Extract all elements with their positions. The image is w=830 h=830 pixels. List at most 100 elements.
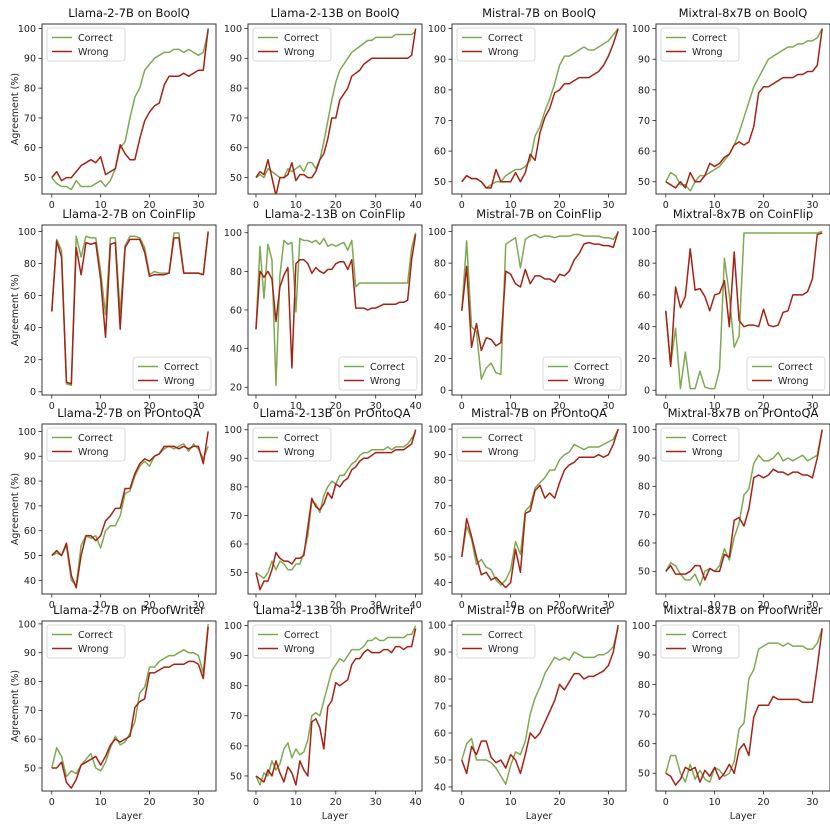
axes-frame bbox=[451, 423, 627, 595]
x-tick-label: 20 bbox=[143, 200, 155, 211]
y-tick-label: 60 bbox=[434, 147, 446, 158]
legend-box bbox=[660, 27, 740, 62]
y-axis-label: Agreement (%) bbox=[10, 670, 21, 742]
legend-label-wrong: Wrong bbox=[78, 47, 109, 58]
legend: Correct Wrong bbox=[252, 27, 332, 62]
legend-label-correct: Correct bbox=[78, 433, 113, 444]
legend-box bbox=[252, 624, 332, 659]
axes-frame bbox=[655, 620, 830, 792]
subplot-title: Llama-2-13B on CoinFlip bbox=[265, 207, 406, 221]
legend-label-wrong: Wrong bbox=[370, 376, 401, 387]
x-tick-label: 40 bbox=[410, 600, 422, 611]
x-tick-label: 20 bbox=[553, 401, 565, 412]
legend-label-wrong: Wrong bbox=[488, 644, 519, 655]
y-tick-label: 50 bbox=[434, 552, 446, 563]
y-tick-label: 90 bbox=[434, 450, 446, 461]
series-line-wrong bbox=[461, 428, 619, 589]
subplot: Mistral-7B on PrOntoQA 0 10 20 30 40 50 60 70 80 9… bbox=[428, 406, 627, 611]
y-tick-label: 60 bbox=[230, 305, 242, 316]
y-tick-label: 40 bbox=[434, 322, 446, 333]
y-axis-label: Agreement (%) bbox=[10, 274, 21, 346]
x-tick-label: 30 bbox=[602, 797, 614, 808]
legend: Correct Wrong bbox=[660, 27, 740, 62]
subplot-title: Llama-2-13B on BoolQ bbox=[271, 6, 400, 20]
x-tick-label: 40 bbox=[410, 797, 422, 808]
y-tick-label: 90 bbox=[24, 54, 36, 65]
legend: Correct Wrong bbox=[46, 27, 126, 62]
y-tick-label: 50 bbox=[434, 755, 446, 766]
subplot: Mixtral-8x7B on CoinFlip 0 10 20 30 0 20 40 60 80… bbox=[632, 207, 830, 412]
y-tick-label: 0 bbox=[440, 386, 446, 397]
subplot: Llama-2-13B on CoinFlip 0 10 20 30 40 20 40 60 80… bbox=[224, 207, 423, 412]
legend: Correct Wrong bbox=[456, 27, 536, 62]
series-line-wrong bbox=[51, 231, 209, 385]
x-tick-label: 20 bbox=[143, 797, 155, 808]
y-tick-label: 60 bbox=[434, 290, 446, 301]
x-tick-label: 10 bbox=[709, 401, 721, 412]
series-line-correct bbox=[665, 429, 823, 587]
y-tick-label: 20 bbox=[24, 355, 36, 366]
subplot: Llama-2-7B on CoinFlip 0 10 20 30 0 20 40 60 80 10… bbox=[10, 207, 217, 412]
x-tick-label: 30 bbox=[192, 401, 204, 412]
y-tick-label: 90 bbox=[230, 651, 242, 662]
axes-frame bbox=[41, 23, 217, 195]
y-tick-label: 100 bbox=[428, 425, 446, 436]
legend-label-wrong: Wrong bbox=[78, 644, 109, 655]
y-axis-label: Agreement (%) bbox=[10, 73, 21, 145]
x-tick-label: 40 bbox=[410, 200, 422, 211]
series-line-wrong bbox=[51, 626, 209, 789]
legend: Correct Wrong bbox=[660, 427, 740, 462]
subplot-title: Mixtral-8x7B on ProofWriter bbox=[664, 603, 823, 617]
legend: Correct Wrong bbox=[660, 624, 740, 659]
y-tick-label: 80 bbox=[24, 84, 36, 95]
y-tick-label: 90 bbox=[24, 648, 36, 659]
y-tick-label: 90 bbox=[638, 453, 650, 464]
legend: Correct Wrong bbox=[542, 356, 622, 391]
y-tick-label: 80 bbox=[434, 476, 446, 487]
subplot-title: Llama-2-13B on ProofWriter bbox=[255, 603, 414, 617]
x-tick-label: 30 bbox=[192, 200, 204, 211]
y-tick-label: 70 bbox=[434, 116, 446, 127]
y-tick-label: 40 bbox=[638, 322, 650, 333]
subplot-title: Llama-2-7B on CoinFlip bbox=[62, 207, 195, 221]
subplot-title: Llama-2-7B on PrOntoQA bbox=[57, 406, 201, 420]
x-tick-label: 10 bbox=[505, 600, 517, 611]
y-tick-label: 40 bbox=[434, 578, 446, 589]
legend-label-correct: Correct bbox=[284, 433, 319, 444]
subplot: Llama-2-7B on BoolQ 0 10 20 30 50 60 70 80 90 100 C… bbox=[10, 6, 217, 211]
subplot: Mistral-7B on BoolQ 0 10 20 30 50 60 70 80 90 100 C… bbox=[428, 6, 627, 211]
legend-box bbox=[252, 427, 332, 462]
series-line-wrong bbox=[51, 28, 209, 182]
legend-label-wrong: Wrong bbox=[284, 447, 315, 458]
y-tick-label: 90 bbox=[230, 54, 242, 65]
axes-frame bbox=[41, 620, 217, 792]
legend-label-correct: Correct bbox=[488, 630, 523, 641]
x-tick-label: 10 bbox=[95, 401, 107, 412]
legend-box bbox=[660, 427, 740, 462]
y-tick-label: 50 bbox=[434, 177, 446, 188]
y-tick-label: 90 bbox=[230, 454, 242, 465]
y-tick-label: 100 bbox=[224, 425, 242, 436]
x-tick-label: 30 bbox=[370, 401, 382, 412]
y-tick-label: 70 bbox=[230, 711, 242, 722]
legend: Correct Wrong bbox=[456, 624, 536, 659]
legend: Correct Wrong bbox=[132, 356, 212, 391]
series-line-correct bbox=[255, 232, 417, 387]
legend-label-correct: Correct bbox=[284, 630, 319, 641]
series-line-wrong bbox=[255, 429, 417, 591]
y-tick-label: 100 bbox=[428, 227, 446, 238]
y-tick-label: 80 bbox=[434, 85, 446, 96]
y-tick-label: 50 bbox=[638, 769, 650, 780]
y-tick-label: 100 bbox=[18, 227, 36, 238]
legend: Correct Wrong bbox=[46, 624, 126, 659]
y-tick-label: 70 bbox=[434, 501, 446, 512]
x-tick-label: 0 bbox=[253, 797, 259, 808]
y-tick-label: 80 bbox=[230, 482, 242, 493]
y-tick-label: 100 bbox=[632, 425, 650, 436]
y-tick-label: 80 bbox=[24, 259, 36, 270]
legend-box bbox=[456, 427, 536, 462]
y-tick-label: 80 bbox=[230, 267, 242, 278]
x-tick-label: 30 bbox=[806, 200, 818, 211]
x-axis-label: Layer bbox=[526, 811, 553, 822]
